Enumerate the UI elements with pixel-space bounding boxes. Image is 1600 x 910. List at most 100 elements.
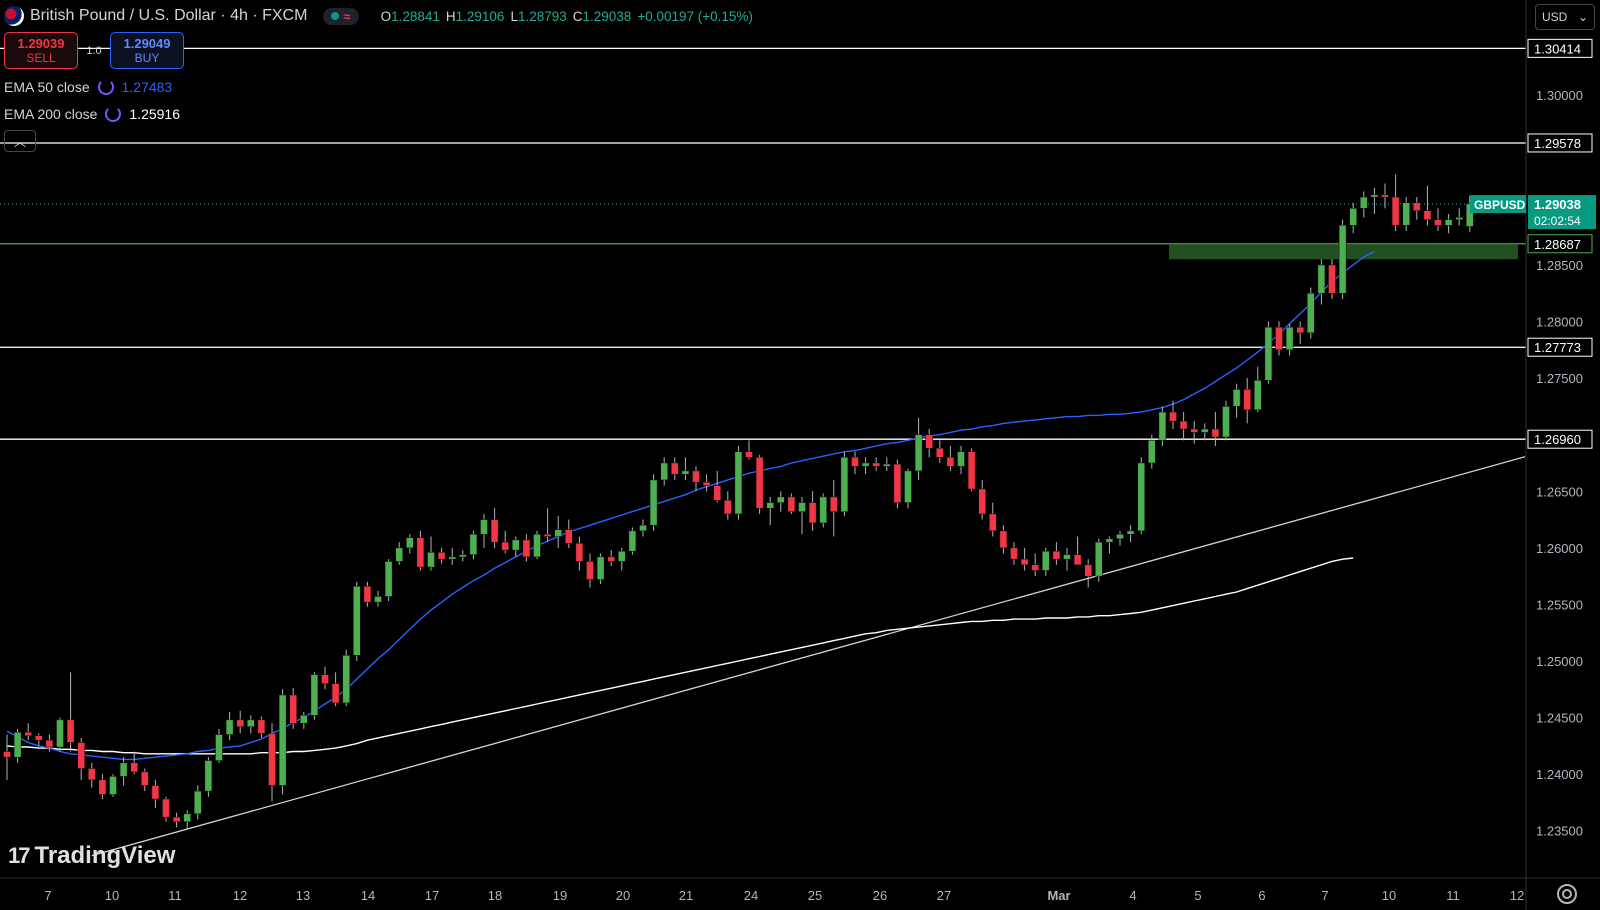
x-tick-label: 11 [168,888,182,903]
candle-body [1349,208,1357,226]
candle-body [1116,534,1124,540]
x-tick-label: 26 [873,888,887,903]
candle-body [1073,554,1082,566]
x-tick-label: 7 [1321,888,1328,903]
candle-body [151,785,160,800]
y-tick-label: 1.28000 [1536,315,1583,330]
market-status[interactable]: ≈ [323,7,359,25]
candle-body [1423,210,1432,220]
time-axis: 7 10 11 12 13 14 17 18 19 20 21 24 25 26 27 Mar 4 5 6 7 10 11… [0,877,1600,903]
y-tick-label: 1.23500 [1536,824,1583,839]
x-tick-label: 14 [361,888,375,903]
candle-body [141,771,149,786]
candle-body [268,733,276,786]
chevron-down-icon: ⌄ [1577,10,1588,24]
y-tick-label: 1.28500 [1536,258,1583,273]
candle-body [724,500,732,515]
candle-body [957,451,965,467]
collapse-indicators-button[interactable]: ︿ [4,130,36,152]
symbol-title[interactable]: British Pound / U.S. Dollar · 4h · FXCM [30,7,308,24]
candle-body [766,502,774,509]
candle-body [586,561,594,580]
currency-selector[interactable]: USD ⌄ [1535,4,1595,30]
candle-body [1285,326,1294,351]
y-tick-label: 1.25000 [1536,654,1583,669]
x-tick-label: 24 [744,888,758,903]
x-tick-label: 20 [616,888,630,903]
candle-body [1275,326,1283,351]
x-tick-label: 21 [679,888,693,903]
sell-button[interactable]: 1.29039 SELL [4,32,78,69]
x-tick-label: 19 [553,888,567,903]
candle-body [851,457,859,467]
candle-body [363,586,372,603]
candle-body [512,539,520,551]
candle-body [321,674,329,684]
candle-body [247,719,255,727]
candle-body [289,694,297,724]
settings-icon[interactable] [1557,884,1577,904]
candle-body [904,470,912,503]
candle-body [607,556,615,562]
candle-body [1381,194,1389,198]
candle-body [448,556,456,560]
candle-body [1095,541,1103,577]
candle-body [331,683,340,704]
y-tick-label: 1.26000 [1536,541,1583,556]
candle-body [1254,380,1262,411]
candle-body [427,552,435,568]
candle-body [469,534,478,555]
trendline-line [91,456,1526,857]
candle-body [1052,550,1061,560]
level-label: 1.27773 [1534,340,1581,355]
trendline [91,456,1526,857]
trade-panel: 1.29039 SELL 1.0 1.29049 BUY [4,32,184,69]
candle-body [1360,196,1368,209]
candle-body [480,519,488,535]
indicator-ema200[interactable]: EMA 200 close 1.25916 [4,106,180,122]
candle-body [936,448,944,458]
data-delay-icon: ≈ [343,8,351,24]
countdown-value: 02:02:54 [1534,214,1581,228]
candle-body [628,530,637,552]
symbol-tag: GBPUSD [1474,198,1526,212]
x-tick-label: 7 [44,888,51,903]
tradingview-mark-icon: 17 [8,843,31,868]
x-tick-label: 10 [105,888,119,903]
candle-body [257,719,266,734]
x-tick-label: 17 [425,888,439,903]
gbp-usd-flag-icon [4,6,24,26]
buy-button[interactable]: 1.29049 BUY [110,32,184,69]
level-label-box [1527,133,1593,153]
candle-body [596,556,605,580]
candle-body [914,434,923,472]
x-tick-label: 13 [296,888,310,903]
candle-body [1402,202,1410,226]
candle-body [1413,202,1421,211]
candle-body [1444,219,1453,226]
candle-body [999,530,1008,549]
ema200-value: 1.25916 [129,106,180,122]
candle-body [1179,420,1188,430]
candle-body [1232,389,1241,407]
candle-body [183,813,191,822]
candle-body [1148,440,1156,464]
x-tick-label: 5 [1194,888,1201,903]
candle-body [1190,428,1198,433]
price-change: +0.00197 (+0.15%) [637,8,753,24]
candle-body [1137,462,1145,532]
level-label-box [1527,429,1593,449]
indicator-ema50[interactable]: EMA 50 close 1.27483 [4,79,172,95]
ema200-label: EMA 200 close [4,106,98,122]
ema50-label: EMA 50 close [4,79,90,95]
candle-body [618,550,626,562]
candle-body [1264,326,1273,381]
y-tick-label: 1.27500 [1536,371,1583,386]
candle-body [692,470,700,483]
quantity-value[interactable]: 1.0 [86,44,102,57]
candle-body [1020,558,1029,566]
chevron-up-icon: ︿ [13,134,26,149]
candle-body [660,462,668,481]
level-label: 1.26960 [1534,432,1581,447]
